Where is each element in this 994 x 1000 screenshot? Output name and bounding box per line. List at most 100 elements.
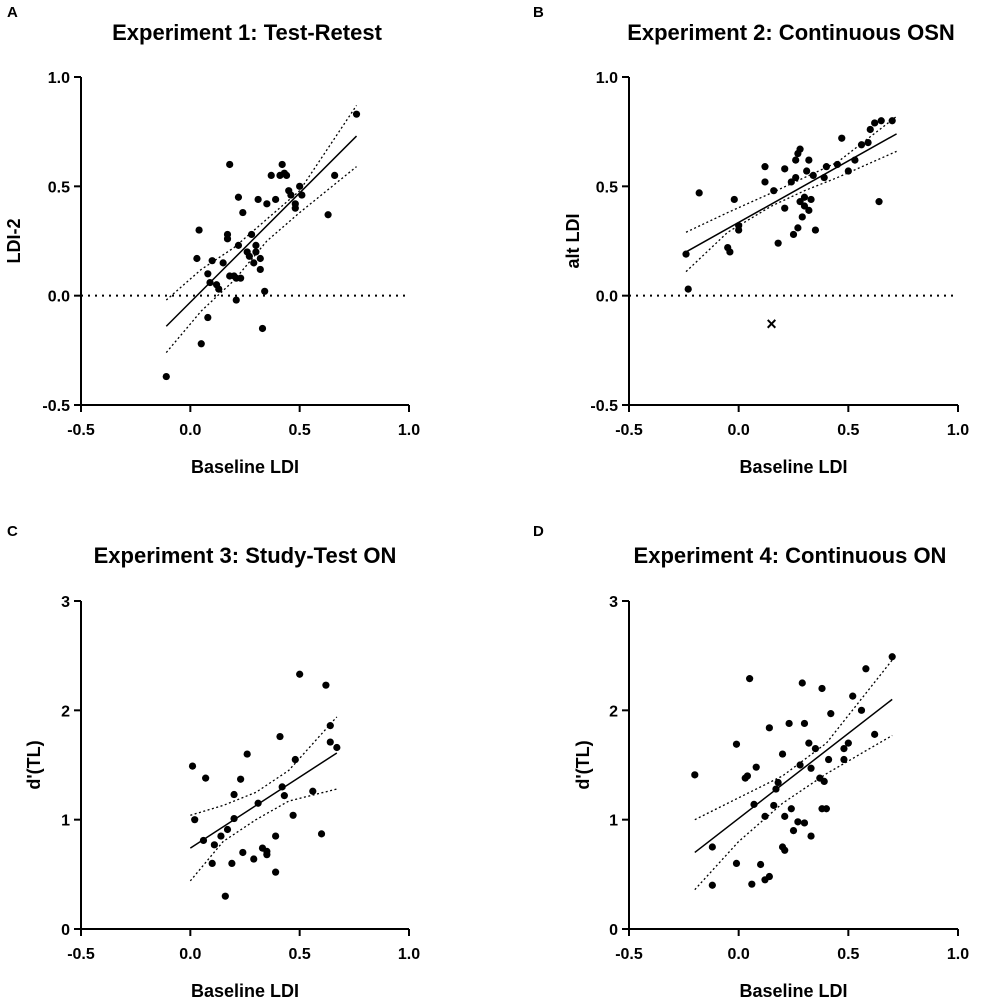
data-point <box>272 832 280 840</box>
data-point <box>230 814 238 823</box>
data-point <box>838 134 846 142</box>
data-point <box>226 160 234 169</box>
data-point <box>282 171 291 179</box>
data-point <box>765 872 773 881</box>
data-point <box>317 830 326 838</box>
data-point <box>245 252 253 260</box>
data-point <box>781 165 789 173</box>
data-point <box>199 836 208 845</box>
data-point <box>803 167 811 175</box>
chart-title: Experiment 1: Test-Retest <box>112 20 382 45</box>
x-tick-label: 0.5 <box>837 946 859 963</box>
data-point <box>237 274 245 282</box>
y-tick-label: 2 <box>61 703 70 720</box>
data-point <box>757 860 765 869</box>
data-point <box>691 771 699 779</box>
data-point <box>807 195 815 204</box>
data-point <box>708 881 716 889</box>
data-point <box>278 160 286 169</box>
data-point <box>735 222 743 230</box>
data-point <box>794 224 802 232</box>
data-point <box>258 324 267 333</box>
y-tick-label: 0 <box>61 922 70 939</box>
data-point <box>191 816 199 824</box>
data-point <box>263 851 271 859</box>
data-point <box>820 173 828 182</box>
data-point <box>256 265 264 274</box>
data-point <box>857 706 866 714</box>
data-point <box>208 859 216 868</box>
data-point <box>234 193 243 201</box>
x-tick-label: 0.5 <box>289 946 311 963</box>
x-tick-label: 0.0 <box>179 422 201 439</box>
data-point <box>774 778 782 787</box>
x-tick-label: 1.0 <box>947 422 969 439</box>
data-point <box>827 710 835 718</box>
data-point <box>789 827 798 835</box>
data-point <box>208 257 216 265</box>
data-point <box>774 239 782 247</box>
data-point <box>289 811 297 819</box>
data-point <box>864 139 872 147</box>
data-point <box>684 285 692 293</box>
data-point <box>250 855 258 863</box>
regression-line <box>165 135 358 327</box>
data-point <box>781 204 789 212</box>
x-tick-label: 1.0 <box>398 946 420 963</box>
x-tick-label: 0.0 <box>179 946 201 963</box>
data-point <box>807 832 815 840</box>
data-point <box>809 171 817 179</box>
data-point <box>272 195 280 204</box>
data-point <box>230 790 238 799</box>
data-point <box>193 254 201 263</box>
panel-b: B Experiment 2: Continuous OSN -0.5 0.0 0.5 1… <box>533 4 969 477</box>
outlier-marker: × <box>766 314 777 334</box>
data-point <box>243 750 251 758</box>
regression-line <box>694 698 893 854</box>
data-point <box>237 775 245 783</box>
data-point <box>798 213 806 221</box>
data-point <box>162 372 170 381</box>
data-point <box>818 684 826 693</box>
y-axis-label: alt LDI <box>563 213 583 268</box>
y-axis-label: d'(TL) <box>24 740 44 789</box>
data-point <box>221 892 229 900</box>
data-point <box>871 730 879 738</box>
data-point <box>217 832 225 840</box>
data-point <box>296 670 304 678</box>
data-point <box>787 805 795 813</box>
data-point <box>322 681 330 689</box>
data-point <box>871 119 879 127</box>
data-point <box>792 156 800 164</box>
data-point <box>730 195 738 204</box>
y-axis-label: d'(TL) <box>573 740 593 789</box>
confidence-band-upper <box>685 115 897 233</box>
data-point <box>800 719 809 728</box>
data-point <box>789 230 798 239</box>
data-point <box>840 745 848 753</box>
data-point <box>267 171 275 179</box>
data-point <box>250 259 258 267</box>
data-point <box>324 211 332 219</box>
data-point <box>761 163 769 171</box>
x-tick-label: -0.5 <box>615 422 643 439</box>
regression-line <box>685 133 897 253</box>
data-point <box>215 285 223 293</box>
chart-title: Experiment 2: Continuous OSN <box>627 20 955 45</box>
confidence-band-upper <box>190 716 338 816</box>
data-point <box>857 141 866 149</box>
data-point <box>794 818 802 826</box>
data-point <box>805 206 813 214</box>
data-point <box>234 241 243 249</box>
y-tick-label: 1.0 <box>596 70 618 87</box>
data-point <box>875 198 883 206</box>
data-point <box>787 178 795 186</box>
x-axis-label: Baseline LDI <box>191 981 299 1000</box>
data-point <box>805 156 813 164</box>
data-point <box>252 248 260 256</box>
data-point <box>726 248 734 256</box>
panel-letter: D <box>533 523 544 540</box>
y-tick-label: 0.0 <box>48 289 70 306</box>
data-point <box>276 732 284 741</box>
data-point <box>352 110 361 118</box>
